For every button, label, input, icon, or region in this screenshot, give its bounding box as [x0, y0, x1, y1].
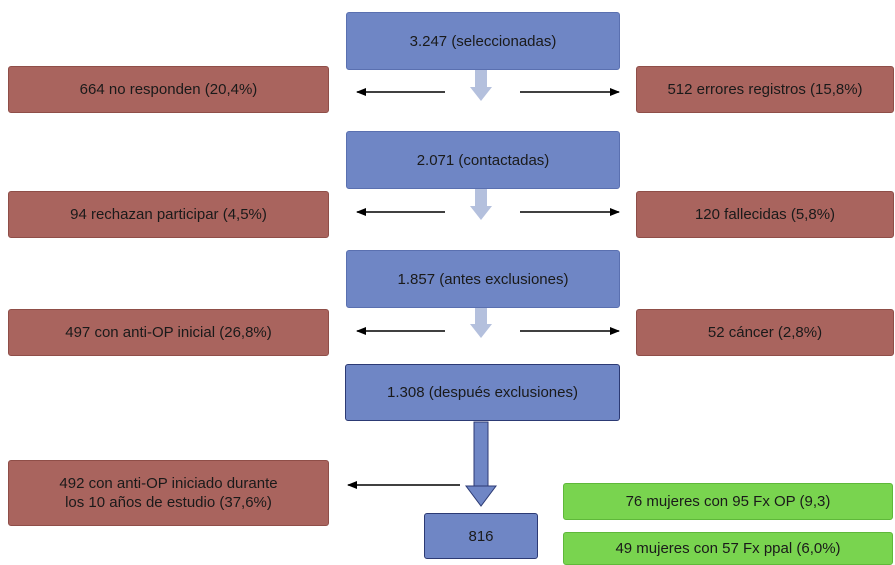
- main-fractures-label: 49 mujeres con 57 Fx ppal (6,0%): [615, 539, 840, 558]
- down-arrow-1: [470, 69, 492, 101]
- down-arrow-2: [470, 188, 492, 220]
- op-fractures-box: 76 mujeres con 95 Fx OP (9,3): [563, 483, 893, 520]
- main-fractures-box: 49 mujeres con 57 Fx ppal (6,0%): [563, 532, 893, 565]
- before-exclusions-label: 1.857 (antes exclusiones): [398, 270, 569, 289]
- no-response-box: 664 no responden (20,4%): [8, 66, 329, 113]
- down-arrow-final: [466, 422, 496, 506]
- after-exclusions-box: 1.308 (después exclusiones): [345, 364, 620, 421]
- anti-op-during-study-line2: los 10 años de estudio (37,6%): [59, 493, 277, 512]
- refused-label: 94 rechazan participar (4,5%): [70, 205, 267, 224]
- down-arrow-3: [470, 306, 492, 338]
- contacted-label: 2.071 (contactadas): [417, 151, 550, 170]
- final-cohort-box: 816: [424, 513, 538, 559]
- no-response-label: 664 no responden (20,4%): [80, 80, 258, 99]
- anti-op-during-study-line1: 492 con anti-OP iniciado durante: [59, 474, 277, 493]
- selected-label: 3.247 (seleccionadas): [410, 32, 557, 51]
- final-cohort-label: 816: [468, 527, 493, 546]
- registry-errors-label: 512 errores registros (15,8%): [667, 80, 862, 99]
- deceased-box: 120 fallecidas (5,8%): [636, 191, 894, 238]
- selected-box: 3.247 (seleccionadas): [346, 12, 620, 70]
- refused-box: 94 rechazan participar (4,5%): [8, 191, 329, 238]
- after-exclusions-label: 1.308 (después exclusiones): [387, 383, 578, 402]
- registry-errors-box: 512 errores registros (15,8%): [636, 66, 894, 113]
- op-fractures-label: 76 mujeres con 95 Fx OP (9,3): [626, 492, 831, 511]
- contacted-box: 2.071 (contactadas): [346, 131, 620, 189]
- initial-anti-op-box: 497 con anti-OP inicial (26,8%): [8, 309, 329, 356]
- anti-op-during-study-box: 492 con anti-OP iniciado durante los 10 …: [8, 460, 329, 526]
- cancer-label: 52 cáncer (2,8%): [708, 323, 822, 342]
- deceased-label: 120 fallecidas (5,8%): [695, 205, 835, 224]
- initial-anti-op-label: 497 con anti-OP inicial (26,8%): [65, 323, 272, 342]
- before-exclusions-box: 1.857 (antes exclusiones): [346, 250, 620, 308]
- cancer-box: 52 cáncer (2,8%): [636, 309, 894, 356]
